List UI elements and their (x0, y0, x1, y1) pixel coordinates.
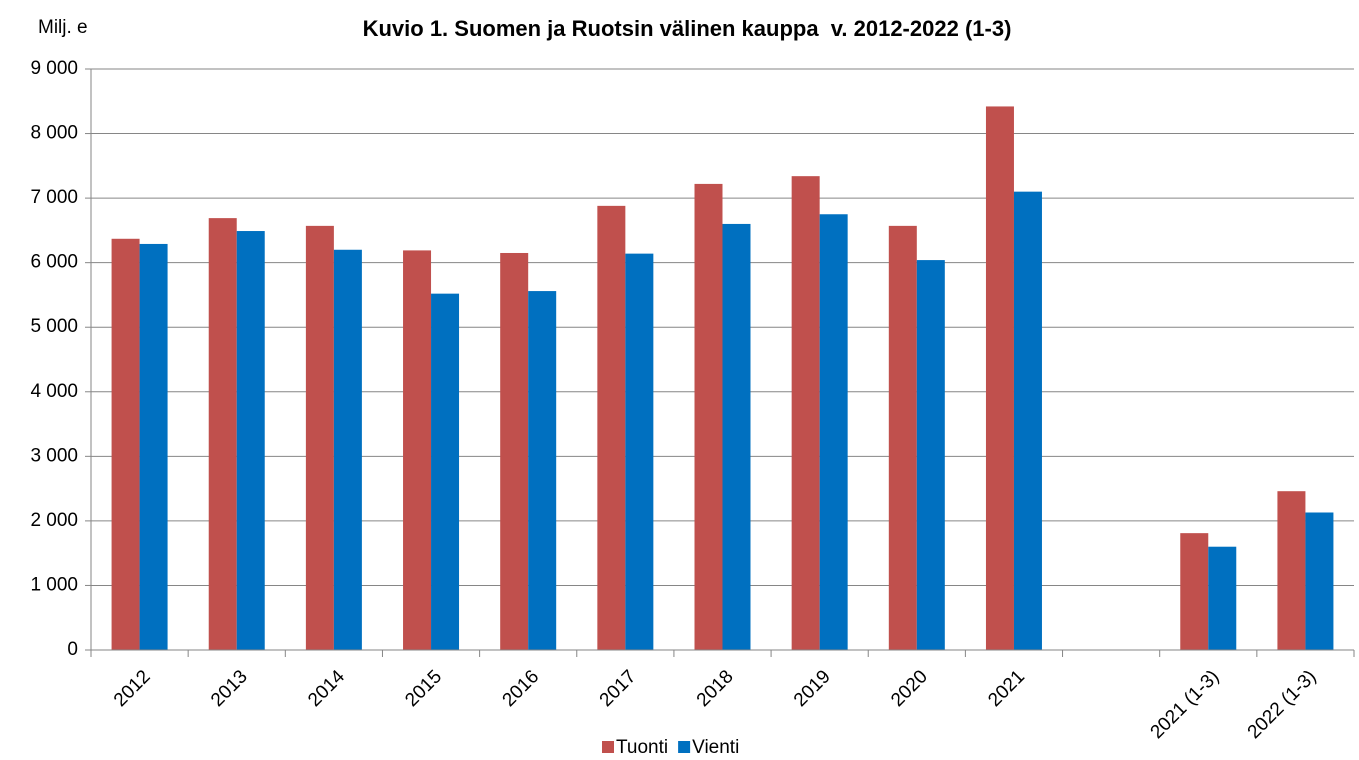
x-tick-label: 2015 (401, 666, 446, 711)
bar (1013, 191, 1042, 650)
x-tick-label: 2013 (207, 666, 252, 711)
x-tick-label: 2021 (984, 666, 1029, 711)
x-tick-label: 2016 (499, 666, 544, 711)
bar (208, 218, 237, 650)
y-tick-label: 3 000 (30, 445, 78, 466)
bar (916, 260, 945, 650)
x-tick-label: 2014 (304, 666, 349, 711)
x-tick-label: 2020 (887, 666, 932, 711)
bar (403, 250, 432, 650)
bar (819, 214, 848, 650)
legend-label: Vienti (692, 737, 739, 758)
legend-swatch (602, 741, 614, 753)
bar (305, 225, 334, 650)
bar (597, 205, 626, 650)
bar (139, 243, 168, 650)
bar (1180, 533, 1209, 650)
bar (888, 225, 917, 650)
x-tick-label: 2018 (693, 666, 738, 711)
bar (791, 176, 820, 650)
y-tick-label: 7 000 (30, 187, 78, 208)
legend-swatch (678, 741, 691, 753)
y-tick-label: 6 000 (30, 252, 78, 273)
x-tick-label: 2021 (1-3) (1147, 666, 1224, 743)
x-tick-label: 2012 (110, 666, 155, 711)
y-axis-label: Milj. e (38, 17, 88, 38)
chart-title: Kuvio 1. Suomen ja Ruotsin välinen kaupp… (363, 16, 1012, 41)
y-tick-label: 8 000 (30, 123, 78, 144)
x-tick-label: 2019 (790, 666, 835, 711)
y-tick-label: 0 (67, 639, 78, 660)
y-tick-label: 9 000 (30, 58, 78, 79)
bar (625, 253, 654, 650)
bar (694, 183, 723, 651)
bar (333, 249, 362, 650)
y-tick-label: 4 000 (30, 381, 78, 402)
bar (431, 293, 460, 650)
bar (528, 291, 557, 650)
bar (500, 252, 529, 650)
y-tick-label: 1 000 (30, 574, 78, 595)
bar (236, 231, 265, 651)
y-tick-label: 5 000 (30, 316, 78, 337)
legend-label: Tuonti (616, 737, 668, 758)
bar (1277, 491, 1306, 650)
x-tick-label: 2017 (596, 666, 641, 711)
bar (111, 238, 140, 650)
bar (985, 106, 1014, 651)
bar (1305, 512, 1334, 650)
bar (1208, 546, 1237, 650)
bar (722, 223, 751, 650)
x-tick-label: 2022 (1-3) (1244, 666, 1321, 743)
y-tick-label: 2 000 (30, 510, 78, 531)
